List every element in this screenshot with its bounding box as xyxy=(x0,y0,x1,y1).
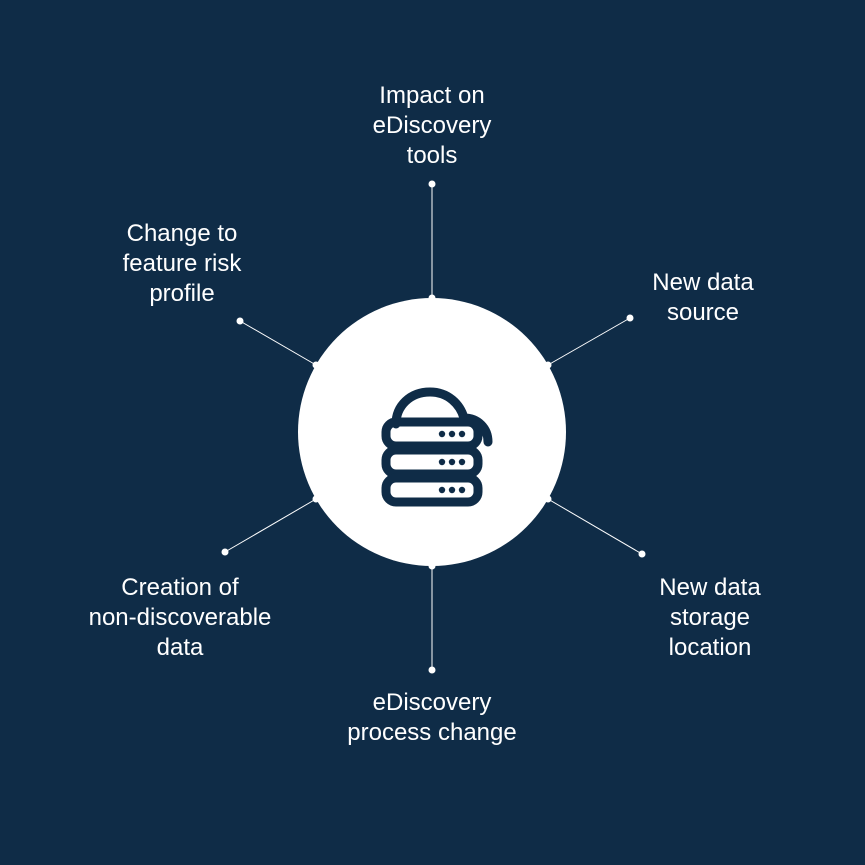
spoke-dot-end-impact-tools xyxy=(429,181,436,188)
spoke-label-feature-risk: Change to feature risk profile xyxy=(123,219,242,309)
center-circle xyxy=(298,298,566,566)
spoke-label-non-discoverable: Creation of non-discoverable data xyxy=(89,573,272,663)
spoke-line-feature-risk xyxy=(240,321,316,365)
spoke-line-new-storage-location xyxy=(548,499,642,554)
spoke-dot-end-non-discoverable xyxy=(222,549,229,556)
spoke-dot-end-new-storage-location xyxy=(639,551,646,558)
cloud-servers-icon xyxy=(352,352,512,512)
spoke-label-new-data-source: New data source xyxy=(652,268,753,328)
spoke-label-new-storage-location: New data storage location xyxy=(659,573,760,663)
spoke-label-process-change: eDiscovery process change xyxy=(347,688,516,748)
spoke-dot-end-feature-risk xyxy=(237,318,244,325)
spoke-line-new-data-source xyxy=(548,318,630,365)
spoke-label-impact-tools: Impact on eDiscovery tools xyxy=(373,81,492,171)
spoke-dot-end-process-change xyxy=(429,667,436,674)
radial-diagram: Impact on eDiscovery tools New data sourc… xyxy=(0,0,865,865)
spoke-dot-end-new-data-source xyxy=(627,315,634,322)
spoke-line-non-discoverable xyxy=(225,499,316,552)
